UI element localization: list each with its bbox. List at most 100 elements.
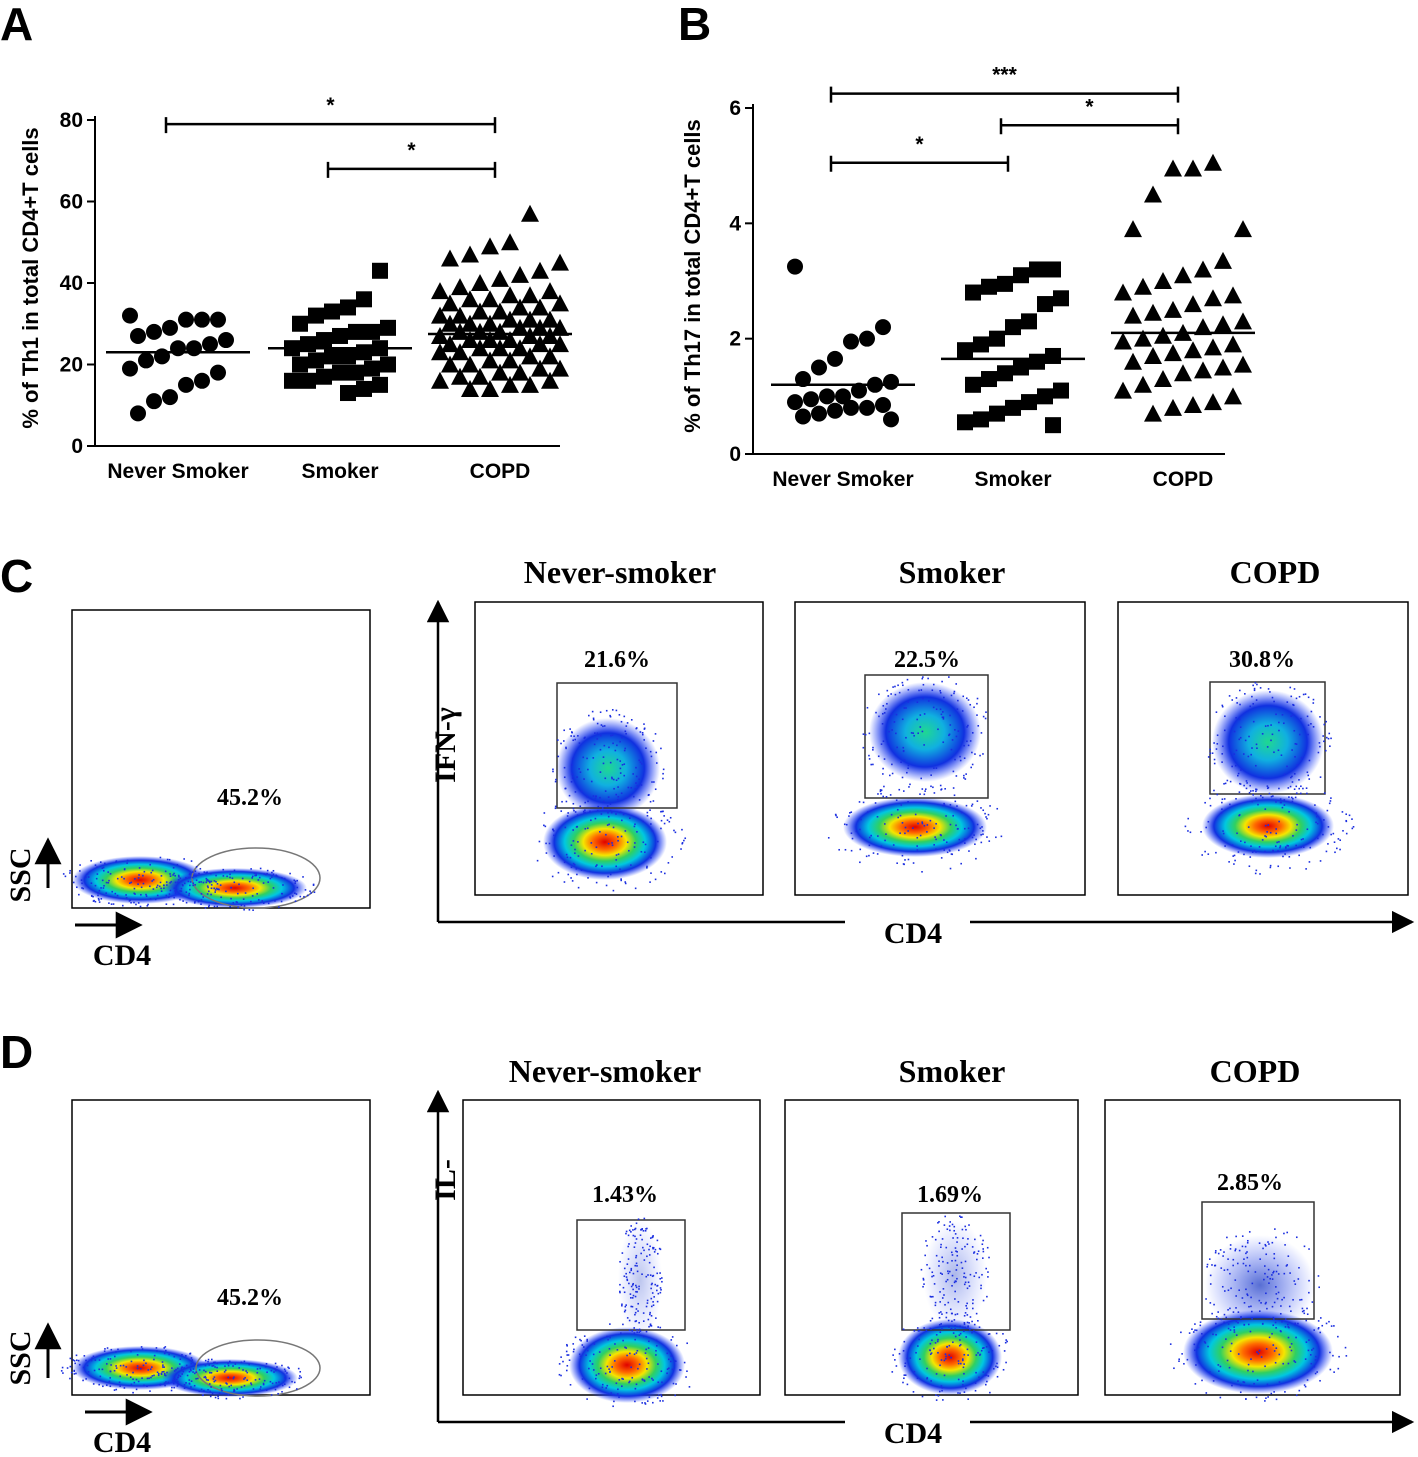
flow-event: [985, 1267, 987, 1270]
data-point: [1005, 399, 1021, 416]
flow-event: [119, 1385, 121, 1387]
flow-event: [572, 757, 574, 760]
flow-event: [1234, 859, 1236, 862]
flow-event: [950, 694, 953, 697]
flow-event: [302, 876, 304, 878]
flow-event: [963, 757, 966, 760]
flow-event: [164, 1374, 167, 1377]
flow-event: [130, 1360, 133, 1363]
flow-event: [218, 888, 220, 891]
flow-event: [132, 1378, 134, 1381]
flow-event: [655, 762, 658, 764]
flow-event: [933, 1347, 935, 1350]
flow-event: [276, 1366, 278, 1368]
flow-event: [109, 1358, 112, 1360]
flow-event: [1217, 1252, 1220, 1255]
flow-event: [210, 1358, 213, 1361]
flow-event: [632, 1282, 635, 1285]
flow-event: [652, 1274, 655, 1277]
flow-event: [622, 1323, 624, 1326]
flow-event: [654, 733, 657, 735]
flow-event: [92, 1355, 95, 1358]
flow-event: [1237, 1380, 1239, 1382]
flow-event: [158, 885, 161, 888]
data-point: [541, 326, 559, 344]
flow-event: [940, 713, 943, 716]
data-point: [348, 323, 364, 340]
flow-event: [855, 830, 858, 833]
flow-event: [208, 881, 211, 884]
flow-event: [657, 1394, 660, 1397]
flow-event: [1006, 1340, 1008, 1343]
flow-event: [568, 1359, 571, 1362]
flow-event: [299, 1375, 301, 1377]
flow-event: [945, 1246, 948, 1249]
flow-event: [172, 866, 175, 869]
flow-event: [1308, 1279, 1310, 1282]
flow-event: [1264, 1243, 1267, 1246]
flow-event: [171, 1386, 173, 1389]
flow-event: [573, 809, 575, 812]
flow-event: [168, 1353, 170, 1356]
flow-event: [1268, 792, 1271, 795]
flow-event: [989, 1391, 991, 1394]
flow-event: [621, 819, 623, 822]
flow-event: [1274, 1321, 1277, 1324]
gate-x-axis: CD4: [93, 939, 151, 972]
flow-event: [1272, 1344, 1275, 1346]
flow-event: [299, 895, 302, 898]
flow-event: [963, 1391, 966, 1393]
flow-event: [176, 1378, 178, 1381]
flow-event: [150, 871, 153, 874]
flow-event: [126, 862, 128, 864]
flow-event: [890, 712, 893, 715]
flow-event: [850, 849, 853, 852]
flow-event: [189, 881, 192, 883]
flow-event: [200, 893, 203, 895]
flow-event: [1184, 825, 1187, 828]
flow-event: [948, 1270, 951, 1273]
flow-event: [1235, 1295, 1237, 1297]
data-point: [1194, 318, 1212, 336]
flow-event: [252, 887, 254, 890]
data-point: [1214, 358, 1232, 376]
flow-event: [1295, 829, 1298, 831]
flow-event: [649, 1274, 652, 1276]
flow-event: [183, 1387, 186, 1389]
flow-event: [218, 1392, 221, 1394]
flow-event: [634, 887, 637, 890]
flow-event: [666, 1372, 668, 1375]
flow-event: [118, 1381, 121, 1384]
data-point: [1045, 417, 1061, 434]
flow-event: [917, 1345, 919, 1347]
flow-event: [198, 899, 200, 902]
flow-event: [660, 1395, 663, 1398]
flow-event: [1232, 1258, 1235, 1261]
flow-event: [207, 880, 210, 882]
flow-event: [611, 709, 614, 711]
flow-event: [640, 784, 643, 786]
flow-event: [181, 1366, 183, 1369]
data-point: [1224, 335, 1242, 353]
flow-event: [156, 1350, 158, 1352]
flow-event: [930, 785, 932, 788]
flow-event: [962, 1237, 964, 1240]
flow-event: [988, 1351, 990, 1353]
flow-event: [625, 1230, 628, 1233]
flow-event: [942, 1399, 944, 1401]
flow-event: [173, 1379, 176, 1382]
flow-event: [266, 1371, 268, 1374]
flow-event: [630, 1267, 633, 1270]
flow-event: [647, 1362, 650, 1365]
flow-event: [577, 886, 580, 889]
flow-event: [586, 1340, 588, 1342]
flow-event: [996, 1375, 999, 1378]
data-point: [531, 318, 549, 336]
data-point: [551, 294, 569, 312]
flow-event: [1253, 1382, 1255, 1385]
flow-event: [189, 888, 191, 891]
flow-event: [155, 1347, 158, 1349]
flow-event: [903, 707, 906, 709]
flow-event: [916, 836, 919, 839]
data-point: [316, 368, 332, 385]
